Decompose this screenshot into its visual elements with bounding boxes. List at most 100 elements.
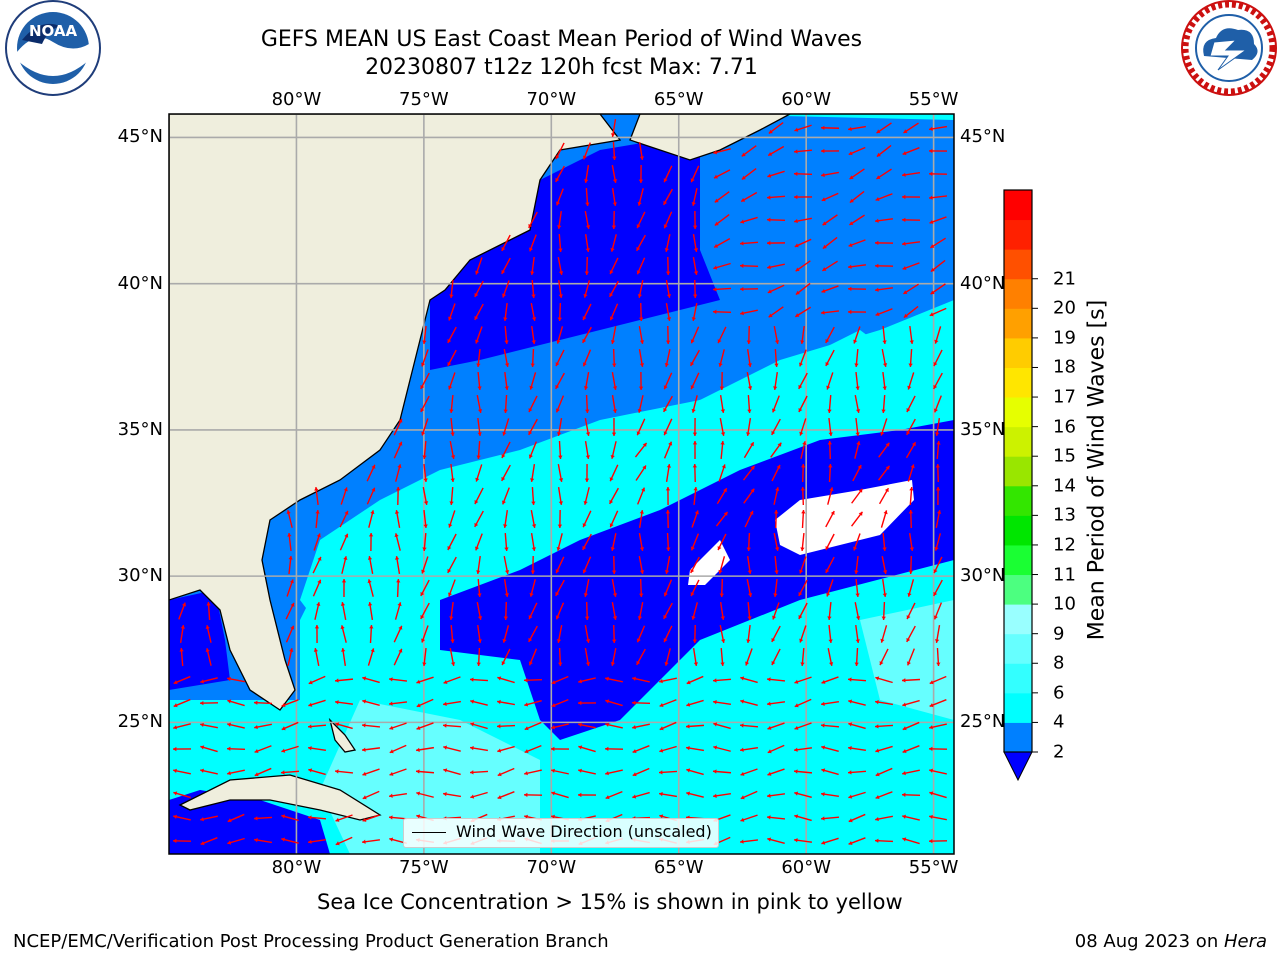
wave-vector-head — [858, 488, 863, 493]
wave-vector-head — [929, 219, 934, 224]
wave-vector-head — [693, 294, 698, 298]
wave-vector-head — [477, 409, 483, 413]
lon-tick-label: 75°W — [399, 857, 449, 878]
wave-vector-head — [663, 431, 668, 436]
wave-vector-head — [794, 725, 799, 730]
wave-vector-head — [875, 838, 879, 843]
wave-vector-head — [449, 409, 454, 413]
wave-vector-head — [531, 317, 537, 321]
colorbar-tick-label: 20 — [1053, 297, 1076, 319]
wave-vector-head — [854, 662, 859, 666]
wave-vector-head — [771, 637, 776, 642]
wave-vector-head — [450, 662, 456, 666]
wave-vector-head — [720, 441, 725, 445]
colorbar-segment — [1004, 604, 1032, 635]
wave-vector-head — [666, 547, 671, 551]
wave-vector-head — [882, 593, 887, 597]
wave-vector-head — [746, 340, 751, 344]
wave-vector-head — [531, 294, 536, 298]
wave-vector-head — [908, 510, 913, 514]
wave-vector-head — [906, 430, 911, 435]
wave-vector-head — [659, 726, 664, 731]
lon-tick-label: 80°W — [271, 857, 322, 878]
wave-vector-head — [173, 814, 177, 819]
wave-vector-head — [750, 442, 754, 447]
wave-vector-head — [335, 678, 339, 683]
wave-vector-head — [344, 533, 349, 538]
wave-vector-head — [848, 151, 853, 156]
colorbar-segment — [1004, 249, 1032, 280]
wave-vector-head — [421, 362, 426, 367]
wave-vector-head — [362, 817, 367, 822]
wave-vector-head — [470, 722, 475, 727]
wave-vector-head — [767, 725, 772, 730]
wave-vector-head — [747, 386, 753, 390]
lon-tick-label: 55°W — [908, 89, 959, 110]
wave-vector-head — [713, 793, 717, 798]
wave-vector-head — [605, 771, 609, 776]
nws-logo-icon — [1181, 0, 1277, 96]
wave-vector-head — [692, 464, 697, 468]
wave-vector-head — [476, 455, 481, 459]
wave-vector-head — [476, 570, 481, 574]
wave-vector-head — [637, 616, 643, 620]
wave-vector-head — [902, 151, 907, 156]
wave-vector-head — [551, 680, 556, 685]
wave-vector-head — [693, 248, 699, 252]
wave-vector-head — [398, 648, 403, 653]
wave-vector-head — [632, 676, 636, 681]
lat-tick-label: 35°N — [960, 418, 1006, 440]
wave-vector-head — [906, 615, 911, 620]
wave-vector-head — [529, 385, 534, 390]
wave-vector-head — [578, 700, 582, 706]
wave-vector-head — [308, 768, 313, 773]
wave-vector-head — [389, 749, 394, 754]
wave-vector-head — [929, 768, 933, 773]
wave-vector-head — [794, 747, 798, 752]
colorbar-segment — [1004, 456, 1032, 487]
wave-vector-head — [929, 814, 933, 820]
wave-vector-head — [369, 625, 374, 629]
wave-vector-head — [821, 723, 825, 728]
wave-vector-head — [767, 793, 771, 798]
wave-vector-head — [558, 501, 563, 505]
wave-vector-head — [933, 615, 938, 620]
wave-vector-head — [636, 246, 641, 251]
wave-vector-head — [713, 700, 717, 705]
wave-vector-head — [902, 678, 906, 683]
wave-vector-head — [447, 568, 452, 573]
wave-vector-head — [362, 723, 366, 728]
lon-tick-label: 55°W — [908, 857, 959, 878]
lat-tick-label: 40°N — [960, 272, 1006, 294]
sea-ice-note: Sea Ice Concentration > 15% is shown in … — [317, 890, 903, 914]
wave-vector-head — [639, 593, 644, 597]
wave-vector-head — [691, 202, 696, 206]
wave-vector-head — [555, 201, 560, 206]
wave-vector-head — [771, 408, 776, 413]
wave-vector-head — [771, 430, 776, 435]
colorbar-segment — [1004, 219, 1032, 250]
wave-vector-head — [723, 488, 727, 493]
colorbar-segment — [1004, 722, 1032, 753]
wave-vector-head — [315, 510, 320, 514]
wave-vector-head — [335, 769, 339, 774]
wave-vector-head — [416, 725, 421, 730]
wave-vector-head — [497, 795, 502, 800]
wave-vector-head — [933, 362, 938, 367]
wave-vector-head — [605, 676, 609, 682]
wave-vector-head — [609, 270, 614, 275]
wave-vector-head — [822, 267, 827, 271]
wave-vector-head — [398, 625, 403, 630]
wave-vector-head — [902, 217, 906, 223]
wave-vector-head — [502, 638, 507, 643]
wave-vector-head — [611, 432, 617, 436]
colorbar-segment — [1004, 308, 1032, 339]
wave-vector-head — [503, 524, 508, 528]
wave-vector-head — [341, 648, 346, 652]
wave-vector-head — [774, 363, 779, 367]
wave-vector-head — [395, 487, 401, 491]
wave-vector-head — [448, 592, 453, 597]
wave-vector-head — [686, 746, 690, 751]
wave-vector-head — [800, 340, 805, 344]
wave-vector-head — [531, 340, 536, 344]
